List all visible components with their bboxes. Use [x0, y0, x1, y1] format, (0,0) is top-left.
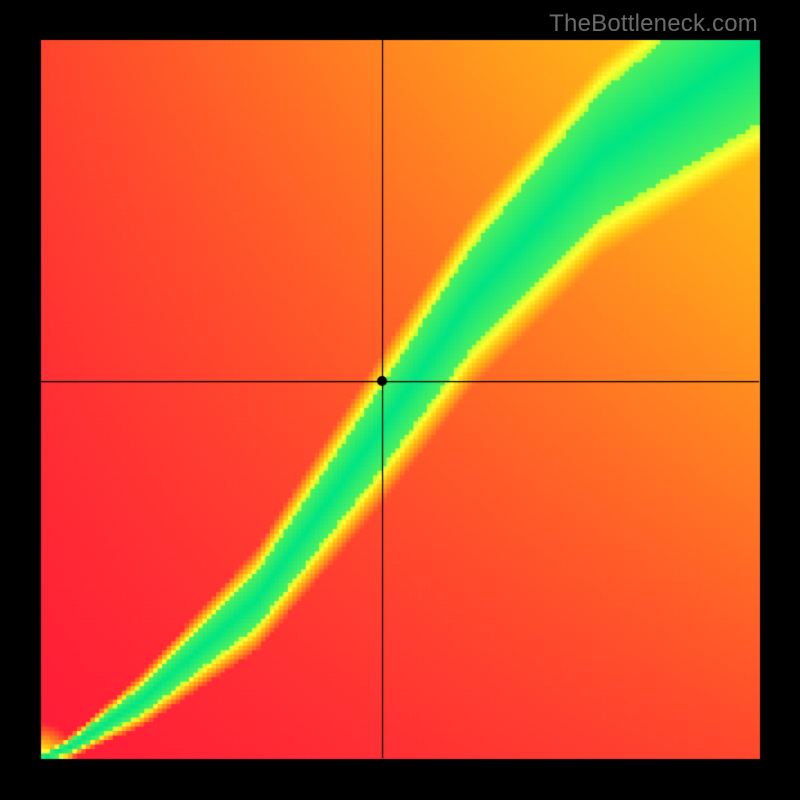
heatmap-canvas [0, 0, 800, 800]
chart-container: TheBottleneck.com [0, 0, 800, 800]
watermark-text: TheBottleneck.com [549, 10, 758, 38]
